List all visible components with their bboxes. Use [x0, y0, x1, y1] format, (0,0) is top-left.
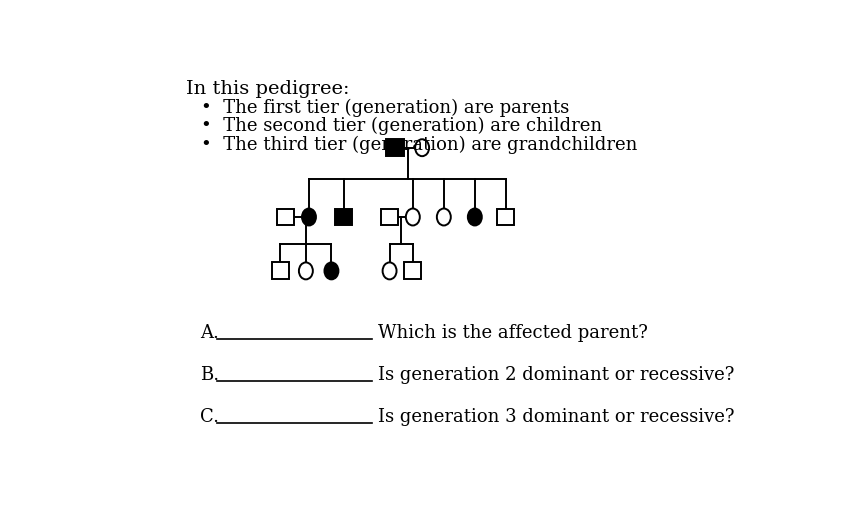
Text: A.: A. — [200, 323, 218, 341]
Text: Is generation 2 dominant or recessive?: Is generation 2 dominant or recessive? — [378, 366, 734, 384]
Bar — [335, 208, 352, 225]
Text: B.: B. — [200, 366, 219, 384]
Text: •  The third tier (generation) are grandchildren: • The third tier (generation) are grandc… — [201, 135, 637, 154]
Bar — [277, 208, 294, 225]
Text: Which is the affected parent?: Which is the affected parent? — [378, 323, 648, 341]
Ellipse shape — [302, 208, 316, 225]
Bar — [404, 262, 422, 279]
Text: •  The second tier (generation) are children: • The second tier (generation) are child… — [201, 117, 603, 135]
Bar — [381, 208, 398, 225]
Bar — [386, 139, 404, 156]
Ellipse shape — [406, 208, 420, 225]
Ellipse shape — [383, 262, 397, 279]
Bar — [272, 262, 289, 279]
Text: In this pedigree:: In this pedigree: — [185, 80, 349, 98]
Ellipse shape — [415, 139, 429, 156]
Ellipse shape — [325, 262, 339, 279]
Ellipse shape — [436, 208, 451, 225]
Text: Is generation 3 dominant or recessive?: Is generation 3 dominant or recessive? — [378, 408, 734, 426]
Ellipse shape — [468, 208, 481, 225]
Ellipse shape — [299, 262, 313, 279]
Text: •  The first tier (generation) are parents: • The first tier (generation) are parent… — [201, 98, 570, 117]
Bar — [497, 208, 514, 225]
Text: C.: C. — [200, 408, 219, 426]
